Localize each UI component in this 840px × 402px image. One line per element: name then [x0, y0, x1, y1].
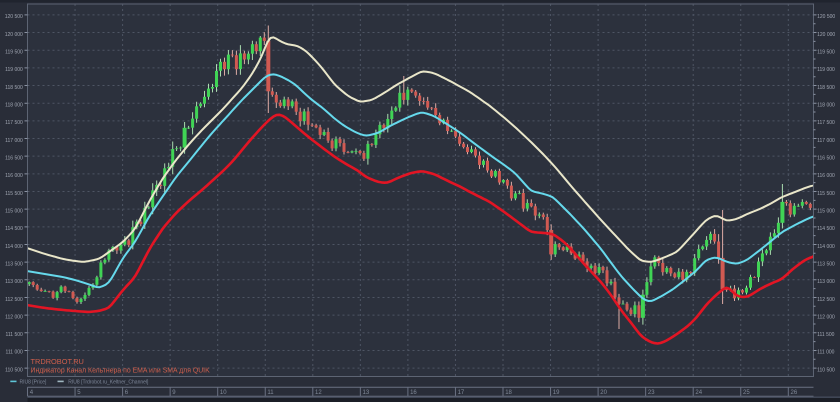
svg-text:113 500: 113 500	[817, 261, 835, 267]
svg-text:115 000: 115 000	[5, 209, 23, 215]
svg-text:RIU8 [Price]: RIU8 [Price]	[20, 379, 48, 385]
svg-text:119 500: 119 500	[817, 50, 835, 56]
svg-text:111 500: 111 500	[5, 332, 23, 338]
svg-text:118 500: 118 500	[5, 85, 23, 91]
svg-text:23: 23	[648, 390, 655, 396]
svg-text:RIU8 [Trdrobot.ru_Keltner_Chan: RIU8 [Trdrobot.ru_Keltner_Channel]	[68, 379, 149, 385]
svg-text:113 500: 113 500	[5, 261, 23, 267]
svg-text:26: 26	[791, 390, 798, 396]
svg-text:118 500: 118 500	[817, 85, 835, 91]
svg-text:18: 18	[505, 390, 512, 396]
svg-text:111 000: 111 000	[817, 350, 835, 356]
svg-text:114 000: 114 000	[817, 244, 835, 250]
svg-text:111 500: 111 500	[817, 332, 835, 338]
svg-text:120 500: 120 500	[817, 14, 835, 20]
svg-text:113 000: 113 000	[817, 279, 835, 285]
svg-text:114 000: 114 000	[5, 244, 23, 250]
svg-text:19: 19	[553, 390, 560, 396]
svg-text:117 500: 117 500	[817, 120, 835, 126]
svg-text:20: 20	[600, 390, 607, 396]
svg-text:13: 13	[363, 390, 370, 396]
svg-text:116 000: 116 000	[817, 173, 835, 179]
svg-text:115 000: 115 000	[817, 209, 835, 215]
svg-text:16: 16	[410, 390, 417, 396]
svg-text:6: 6	[125, 390, 129, 396]
svg-text:117 500: 117 500	[5, 120, 23, 126]
svg-text:112 500: 112 500	[817, 297, 835, 303]
svg-text:112 000: 112 000	[5, 314, 23, 320]
svg-text:TRDROBOT.RU: TRDROBOT.RU	[31, 357, 84, 366]
svg-text:11: 11	[267, 390, 274, 396]
svg-text:117 000: 117 000	[817, 138, 835, 144]
svg-text:120 000: 120 000	[817, 32, 835, 38]
svg-text:10: 10	[220, 390, 227, 396]
svg-text:113 000: 113 000	[5, 279, 23, 285]
svg-text:119 000: 119 000	[5, 67, 23, 73]
svg-text:115 500: 115 500	[5, 191, 23, 197]
svg-text:114 500: 114 500	[817, 226, 835, 232]
svg-text:117 000: 117 000	[5, 138, 23, 144]
svg-text:119 500: 119 500	[5, 50, 23, 56]
svg-text:112 000: 112 000	[817, 314, 835, 320]
svg-text:118 000: 118 000	[817, 103, 835, 109]
svg-text:116 000: 116 000	[5, 173, 23, 179]
svg-text:110 500: 110 500	[5, 367, 23, 373]
svg-text:4: 4	[30, 390, 34, 396]
svg-text:9: 9	[172, 390, 176, 396]
svg-text:111 000: 111 000	[5, 350, 23, 356]
svg-text:120 000: 120 000	[5, 32, 23, 38]
svg-text:116 500: 116 500	[5, 156, 23, 162]
svg-text:118 000: 118 000	[5, 103, 23, 109]
svg-text:24: 24	[695, 390, 702, 396]
svg-text:116 500: 116 500	[817, 156, 835, 162]
svg-text:12: 12	[315, 390, 322, 396]
svg-text:25: 25	[743, 390, 750, 396]
svg-text:110 500: 110 500	[817, 367, 835, 373]
svg-text:120 500: 120 500	[5, 14, 23, 20]
svg-text:112 500: 112 500	[5, 297, 23, 303]
svg-text:115 500: 115 500	[817, 191, 835, 197]
svg-text:Индикатор Канал Кельтнера по E: Индикатор Канал Кельтнера по EMA или SMA…	[31, 368, 211, 375]
svg-text:5: 5	[77, 390, 81, 396]
svg-text:17: 17	[458, 390, 465, 396]
svg-text:114 500: 114 500	[5, 226, 23, 232]
svg-text:119 000: 119 000	[817, 67, 835, 73]
